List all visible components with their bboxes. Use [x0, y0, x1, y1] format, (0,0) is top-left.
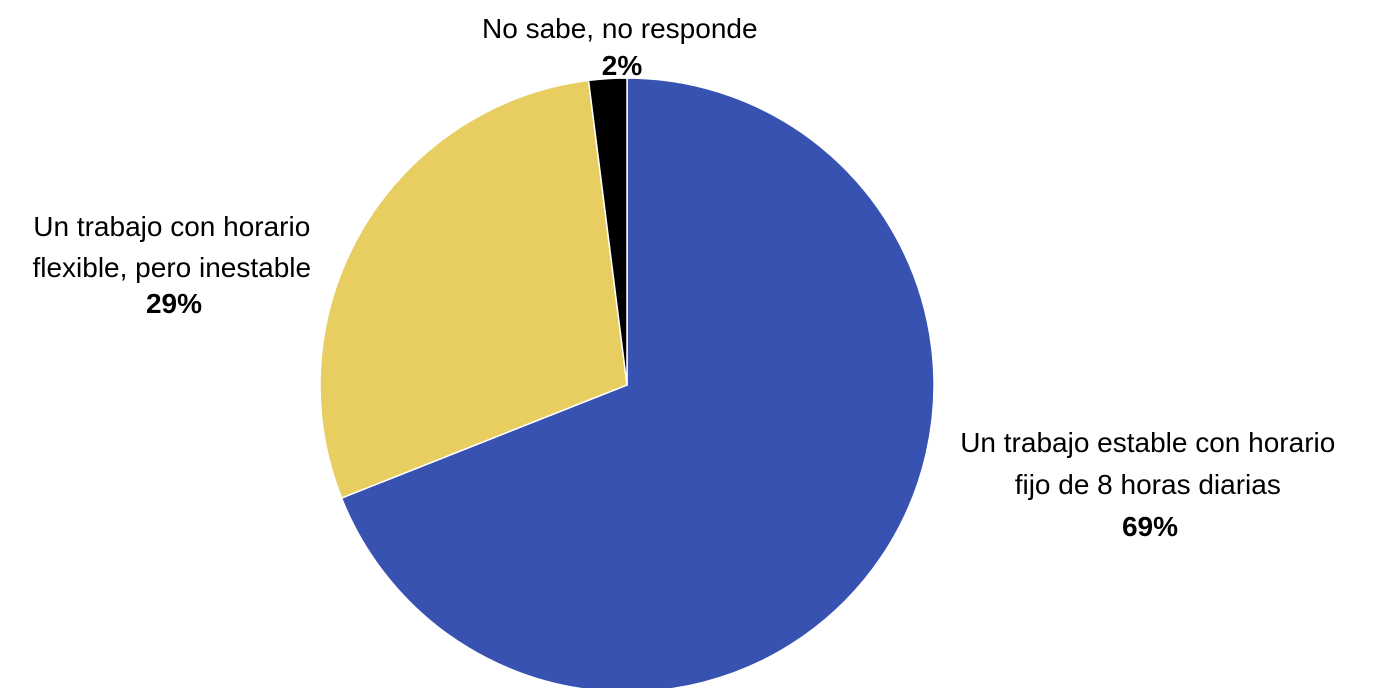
slice-label-stable-job-line-2: fijo de 8 horas diarias	[1015, 469, 1281, 500]
slice-value-stable-job: 69%	[1122, 511, 1178, 542]
pie-slices	[319, 77, 935, 688]
slice-label-stable-job: Un trabajo estable con horario fijo de 8…	[960, 427, 1340, 542]
slice-label-flexible-job: Un trabajo con horario flexible, pero in…	[32, 211, 315, 319]
pie-slice-no-answer	[587, 77, 628, 386]
slice-label-stable-job-line-1: Un trabajo estable con horario	[960, 427, 1335, 458]
slice-label-no-answer-line-1: No sabe, no responde	[482, 13, 758, 44]
pie-slice-stable-job	[340, 77, 935, 688]
slice-value-no-answer: 2%	[602, 50, 643, 81]
slice-label-flexible-job-line-1: Un trabajo con horario	[33, 211, 310, 242]
slice-label-no-answer: No sabe, no responde 2%	[482, 13, 762, 81]
slice-value-flexible-job: 29%	[146, 288, 202, 319]
slice-label-flexible-job-line-2: flexible, pero inestable	[32, 252, 311, 283]
pie-slice-flexible-job	[319, 79, 628, 499]
